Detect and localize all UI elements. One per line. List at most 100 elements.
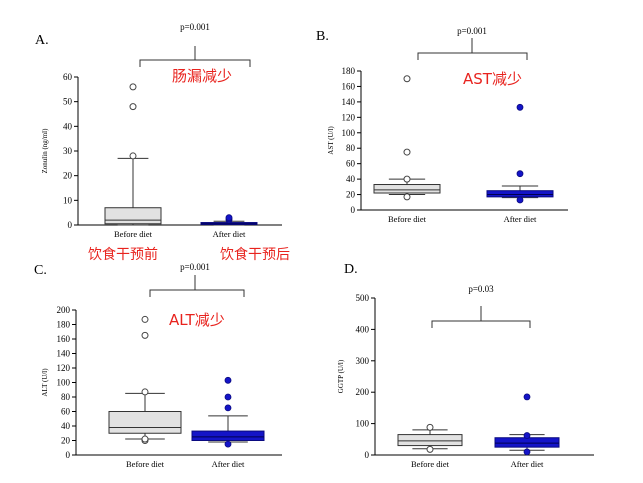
category-label: Before diet [126,459,165,469]
significance-bracket: p=0.001 [417,26,528,60]
category-label: Before diet [114,229,153,239]
y-tick-label: 20 [346,190,356,200]
box-iqr [373,184,441,194]
box-after [494,393,560,456]
y-tick-label: 10 [63,195,73,205]
y-tick-label: 140 [57,349,71,359]
significance-bracket: p=0.001 [139,22,251,67]
outlier-point [523,448,531,456]
y-axis-label: GGTP (U/l) [337,359,345,393]
y-tick-label: 80 [346,143,356,153]
y-tick-label: 180 [342,66,356,76]
box-after [200,214,258,226]
y-tick-label: 160 [342,81,356,91]
y-tick-label: 40 [63,121,73,131]
y-tick-label: 100 [342,128,356,138]
category-label: After diet [213,229,246,239]
p-value-label: p=0.001 [457,26,487,36]
y-tick-label: 100 [57,378,71,388]
panel-a: A. 0 10 20 30 40 50 60 Zonulin (ng/ml) Before die… [35,22,290,263]
box-iqr [486,190,554,198]
y-tick-label: 40 [61,421,71,431]
outlier-point [403,75,411,83]
outlier-point [225,214,233,222]
y-tick-label: 120 [342,112,356,122]
significance-bracket: p=0.03 [431,284,531,328]
outlier-point [141,331,149,339]
box-iqr [397,434,463,447]
red-category-annotation: 饮食干预前 [88,246,158,263]
y-tick-label: 100 [356,419,370,429]
box-before [108,315,182,444]
box-before [104,83,162,226]
y-axis-label: ALT (U/l) [41,368,49,397]
red-annotation: 肠漏减少 [172,67,232,85]
box-after [486,103,554,204]
y-tick-label: 400 [356,324,370,334]
panel-b: B. 0 20 40 60 80 100 120 140 160 180 AST (U/l) Befor… [316,26,568,224]
y-tick-label: 120 [57,363,71,373]
outlier-point [523,393,531,401]
box-after [191,376,265,448]
y-tick-label: 180 [57,320,71,330]
p-value-label: p=0.001 [180,262,210,272]
bracket-line [149,289,245,297]
outlier-point [224,440,232,448]
box-before [397,423,463,453]
y-tick-label: 140 [342,97,356,107]
red-annotation: AST减少 [463,70,522,88]
y-axis-label: AST (U/l) [327,126,335,155]
outlier-point [129,103,137,111]
outlier-point [426,423,434,431]
outlier-point [141,435,149,443]
bracket-line [139,59,251,67]
category-label: Before diet [388,214,427,224]
outlier-point [129,152,137,160]
significance-bracket: p=0.001 [149,262,245,297]
red-category-annotation: 饮食干预后 [220,246,290,263]
bracket-line [431,320,531,328]
panel-label: C. [34,263,47,278]
category-label: After diet [212,459,245,469]
outlier-point [516,170,524,178]
outlier-point [403,148,411,156]
box-iqr [191,430,265,442]
panel-c: C. 0 20 40 60 80 100 120 140 160 180 200 ALT (U/l) Be… [34,262,282,469]
outlier-point [426,445,434,453]
panel-label: B. [316,29,329,44]
outlier-point [224,376,232,384]
y-tick-label: 20 [63,171,73,181]
p-value-label: p=0.03 [468,284,494,294]
y-tick-label: 500 [356,293,370,303]
y-tick-label: 60 [346,159,356,169]
y-tick-label: 40 [346,174,356,184]
y-tick-label: 200 [57,305,71,315]
outlier-point [516,196,524,204]
outlier-point [224,404,232,412]
category-label: Before diet [411,459,450,469]
y-tick-label: 0 [66,450,71,460]
y-tick-label: 60 [61,407,71,417]
outlier-point [403,193,411,201]
panel-label: D. [344,262,358,277]
outlier-point [523,432,531,439]
red-annotation: ALT减少 [169,311,225,329]
y-tick-label: 50 [63,97,73,107]
category-label: After diet [511,459,544,469]
panel-d: D. 0 100 200 300 400 500 GGTP (U/l) Before diet A… [337,262,594,469]
y-tick-label: 30 [63,146,73,156]
outlier-point [141,388,149,396]
box-iqr [104,207,162,225]
p-value-label: p=0.001 [180,22,210,32]
y-tick-label: 0 [365,450,370,460]
outlier-point [516,103,524,111]
y-tick-label: 20 [61,436,71,446]
outlier-point [224,393,232,401]
box-iqr [108,411,182,434]
outlier-point [141,315,149,323]
y-tick-label: 0 [68,220,73,230]
y-tick-label: 80 [61,392,71,402]
y-axis-label: Zonulin (ng/ml) [41,128,49,174]
category-label: After diet [504,214,537,224]
box-before [373,75,441,201]
